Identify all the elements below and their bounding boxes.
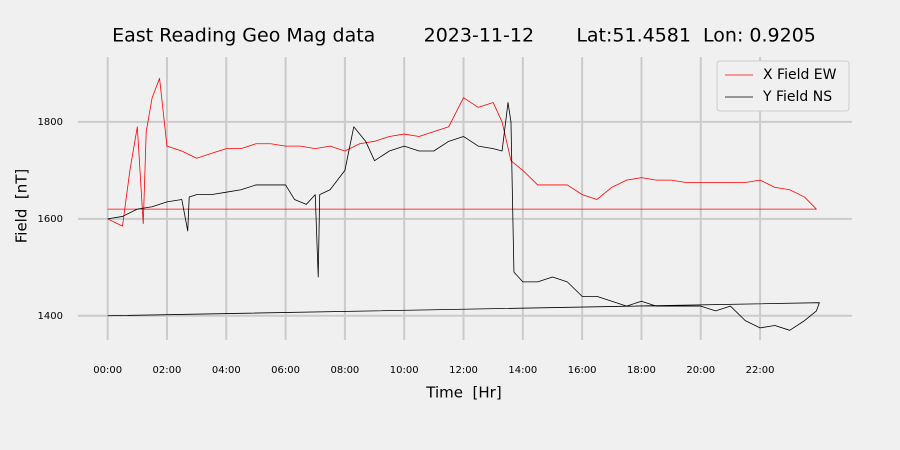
x-tick-label: 00:00 (93, 365, 122, 376)
legend-box (716, 60, 850, 112)
legend-label: Y Field NS (762, 89, 832, 105)
x-tick-label: 02:00 (153, 365, 182, 376)
x-tick-label: 10:00 (390, 365, 419, 376)
x-tick-label: 18:00 (627, 365, 656, 376)
x-tick-label: 20:00 (686, 365, 715, 376)
y-tick-label: 1800 (38, 117, 63, 128)
x-tick-label: 04:00 (212, 365, 241, 376)
data-line (107, 77, 817, 227)
data-line (107, 102, 820, 331)
x-tick-label: 16:00 (568, 365, 597, 376)
chart-title: East Reading Geo Mag data 2023-11-12 Lat… (112, 25, 816, 47)
y-tick-label: 1600 (38, 214, 63, 225)
y-tick-label: 1400 (38, 311, 63, 322)
x-axis-label: Time [Hr] (425, 384, 501, 402)
x-tick-label: 06:00 (271, 365, 300, 376)
x-tick-label: 12:00 (449, 365, 478, 376)
x-tick-label: 22:00 (746, 365, 775, 376)
legend-label: X Field EW (763, 67, 837, 83)
x-tick-label: 08:00 (330, 365, 359, 376)
y-axis-label: Field [nT] (13, 169, 31, 244)
x-tick-label: 14:00 (508, 365, 537, 376)
